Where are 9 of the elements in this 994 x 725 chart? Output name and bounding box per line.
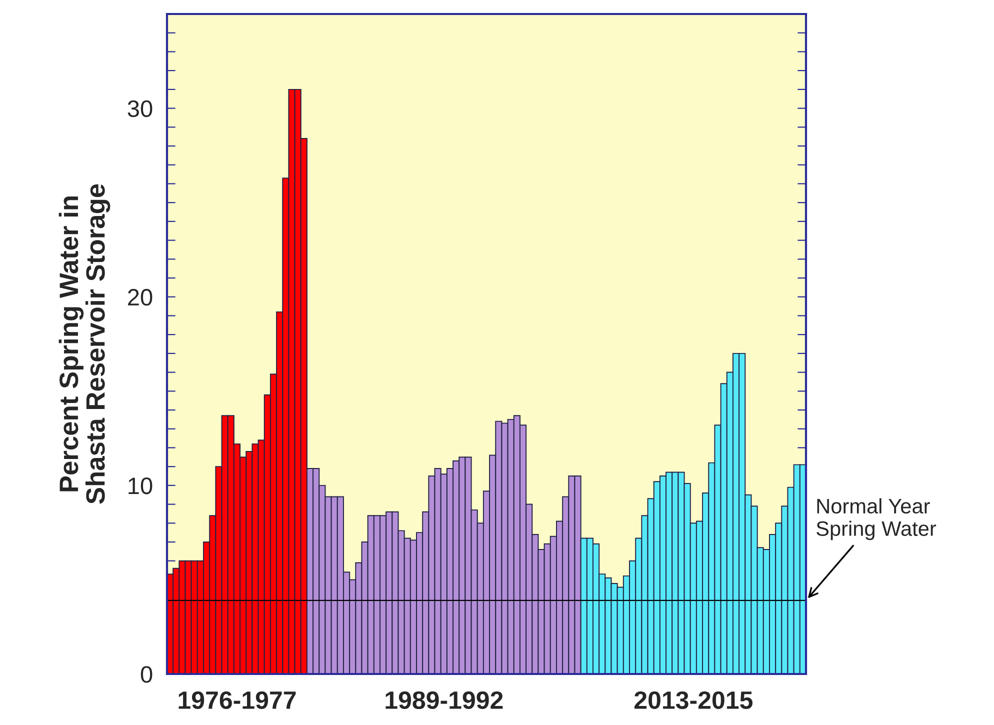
text: 2013-2015 bbox=[634, 691, 752, 710]
text: 1989-1992 bbox=[386, 691, 503, 710]
y-tick-label: 30 bbox=[128, 100, 152, 118]
y-tick-label: 20 bbox=[128, 288, 152, 306]
y-tick-label: 0 bbox=[140, 666, 152, 683]
y-tick-label: 10 bbox=[128, 477, 152, 494]
y-axis-title: Percent Spring Water in Shasta Reservoir Storage bbox=[58, 184, 110, 504]
text: 1976-1977 bbox=[178, 691, 296, 710]
ref-line-label: Normal Year Spring Water bbox=[816, 498, 936, 540]
